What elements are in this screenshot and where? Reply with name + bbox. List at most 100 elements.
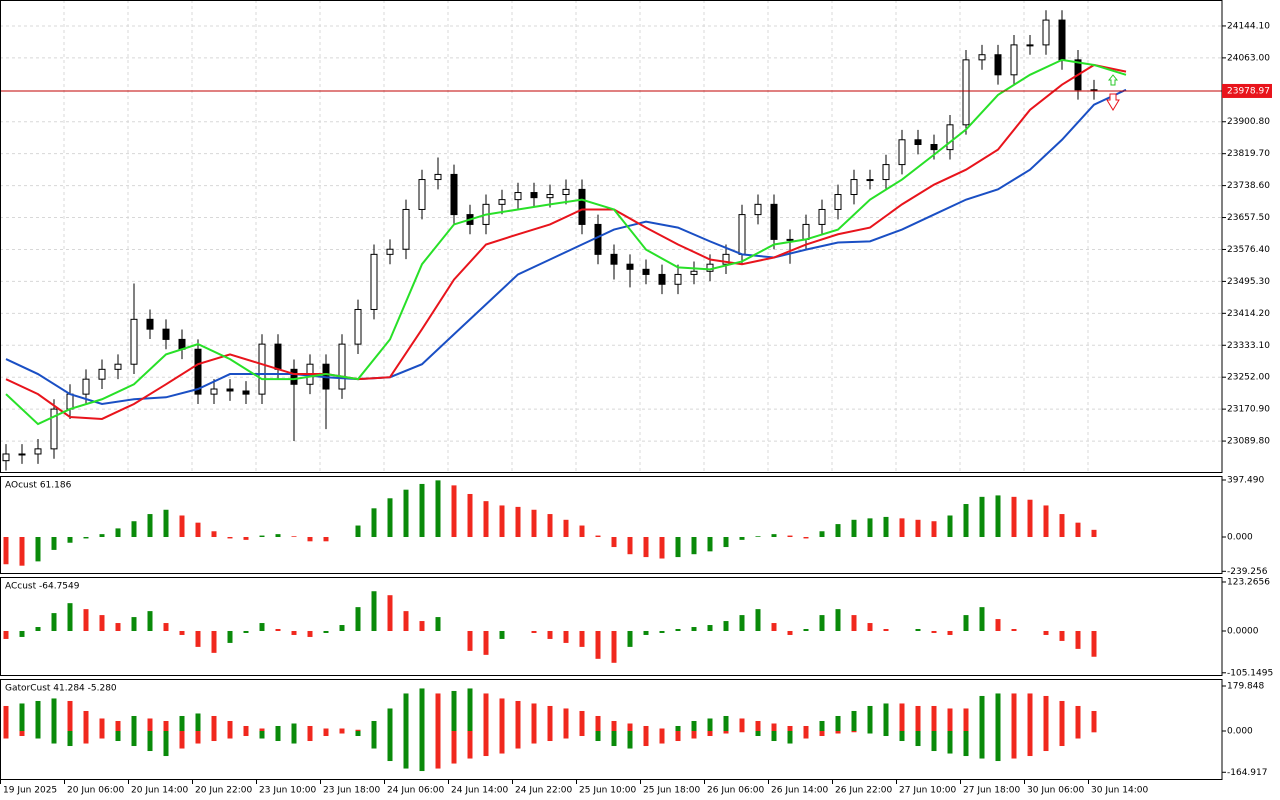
- gator-bar: [963, 731, 969, 757]
- candle-body: [258, 343, 266, 395]
- candle-body: [274, 343, 282, 370]
- x-tick-label: 25 Jun 10:00: [579, 786, 636, 796]
- histogram-bar: [611, 630, 617, 663]
- x-tick-label: 30 Jun 06:00: [1027, 786, 1084, 796]
- gator-bar: [195, 713, 201, 732]
- gator-bar: [579, 731, 585, 737]
- x-tick-label: 20 Jun 06:00: [67, 786, 124, 796]
- candle-body: [2, 453, 10, 462]
- candle-body: [418, 179, 426, 210]
- histogram-bar: [307, 537, 313, 542]
- histogram-bar: [307, 630, 313, 637]
- histogram-bar: [227, 630, 233, 643]
- histogram-bar: [963, 615, 969, 631]
- gator-bar: [659, 728, 665, 732]
- histogram-bar: [99, 615, 105, 631]
- histogram-bar: [787, 535, 793, 538]
- histogram-bar: [467, 630, 473, 651]
- histogram-bar: [1075, 630, 1081, 649]
- x-tick-label: 25 Jun 18:00: [643, 786, 700, 796]
- gator-bar: [67, 700, 73, 732]
- candle-body: [162, 328, 170, 340]
- histogram-bar: [643, 630, 649, 635]
- gator-bar: [307, 725, 313, 732]
- gator-bar: [1011, 693, 1017, 732]
- gator-bar: [83, 731, 89, 744]
- x-tick-label: 19 Jun 2025: [3, 786, 57, 796]
- candle-body: [882, 164, 890, 181]
- histogram-bar: [131, 521, 137, 538]
- histogram-bar: [371, 591, 377, 631]
- histogram-bar: [563, 630, 569, 643]
- gator-bar: [451, 690, 457, 732]
- gator-bar: [563, 731, 569, 739]
- gator-bar: [419, 731, 425, 772]
- gator-bar: [627, 731, 633, 749]
- gator-bar: [547, 731, 553, 742]
- gator-bar: [435, 731, 441, 769]
- gator-bar: [1075, 731, 1081, 739]
- y-tick-label: 0.000: [1227, 727, 1253, 737]
- histogram-bar: [595, 630, 601, 659]
- x-tick-label: 24 Jun 06:00: [387, 786, 444, 796]
- gator-bar: [547, 705, 553, 732]
- x-tick-label: 20 Jun 14:00: [131, 786, 188, 796]
- histogram-bar: [819, 531, 825, 538]
- y-tick-label: 397.490: [1227, 476, 1264, 486]
- candle-body: [1026, 44, 1034, 47]
- gator-bar: [611, 720, 617, 732]
- y-tick-label: 0.0000: [1227, 626, 1259, 636]
- gator-bar: [1011, 731, 1017, 759]
- gator-bar: [115, 720, 121, 732]
- x-tick-label: 26 Jun 22:00: [835, 786, 892, 796]
- moving-average-line: [5, 88, 1127, 405]
- x-tick-label: 26 Jun 14:00: [771, 786, 828, 796]
- candle-body: [226, 388, 234, 392]
- histogram-bar: [67, 537, 73, 543]
- gator-bar: [115, 731, 121, 742]
- histogram-bar: [115, 623, 121, 631]
- gator-bar: [899, 731, 905, 742]
- gator-bar: [387, 731, 393, 762]
- candle-body: [290, 368, 298, 385]
- gator-bar: [707, 731, 713, 737]
- histogram-bar: [947, 630, 953, 635]
- gator-bar: [1075, 705, 1081, 732]
- gator-bar: [403, 693, 409, 732]
- gator-bar: [51, 731, 57, 744]
- gator-bar: [403, 731, 409, 769]
- panel-border: [0, 679, 1223, 780]
- gator-bar: [323, 731, 329, 737]
- gator-bar: [883, 703, 889, 732]
- y-tick-label: 23819.70: [1227, 149, 1270, 159]
- histogram-bar: [739, 615, 745, 631]
- gator-bar: [51, 698, 57, 732]
- gator-bar: [867, 705, 873, 732]
- gator-bar: [83, 710, 89, 732]
- histogram-bar: [803, 537, 809, 539]
- y-tick-label: -164.917: [1227, 768, 1267, 778]
- gator-bar: [803, 731, 809, 739]
- gator-bar: [371, 720, 377, 732]
- candle-body: [562, 188, 570, 196]
- histogram-bar: [259, 623, 265, 631]
- y-tick-label: 23495.30: [1227, 277, 1270, 287]
- histogram-bar: [323, 630, 329, 633]
- gator-bar: [355, 729, 361, 732]
- gator-bar: [1091, 710, 1097, 732]
- gator-bar: [771, 731, 777, 742]
- histogram-bar: [627, 630, 633, 647]
- histogram-bar: [691, 627, 697, 631]
- candle-body: [818, 208, 826, 225]
- candle-body: [722, 253, 730, 265]
- histogram-bar: [835, 524, 841, 538]
- candle-body: [338, 343, 346, 390]
- gator-bar: [67, 731, 73, 747]
- histogram-bar: [275, 629, 281, 631]
- histogram-bar: [707, 625, 713, 631]
- gator-bar: [35, 731, 41, 739]
- histogram-bar: [915, 629, 921, 631]
- gator-bar: [947, 731, 953, 754]
- gator-bar: [707, 718, 713, 732]
